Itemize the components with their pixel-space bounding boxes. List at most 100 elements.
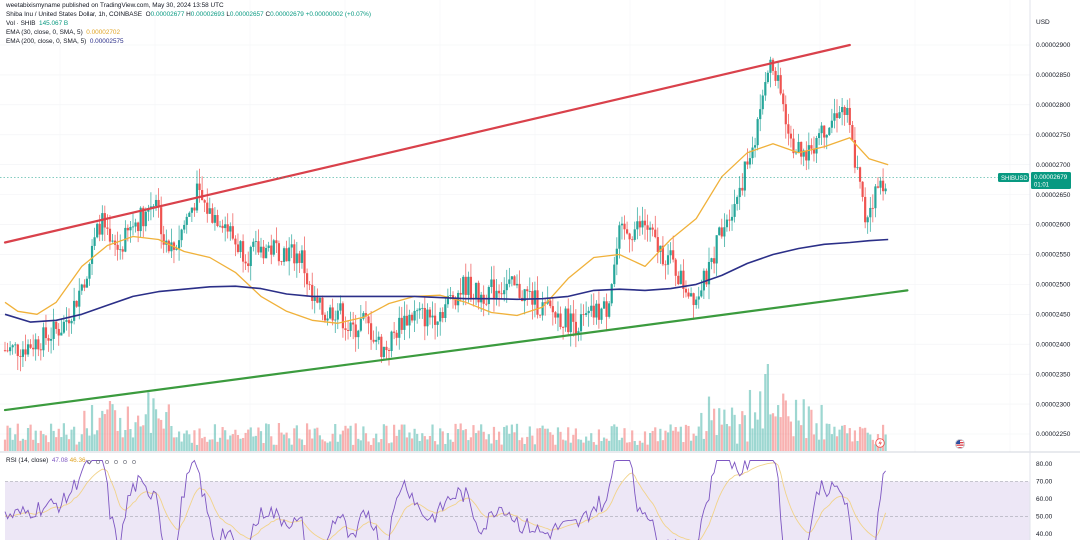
volume-bar <box>769 414 772 451</box>
candle-body <box>47 338 50 341</box>
candle-body <box>689 293 693 297</box>
volume-bar <box>577 439 580 451</box>
volume-bar <box>418 440 421 451</box>
volume-bar <box>615 426 618 451</box>
volume-bar <box>454 423 457 451</box>
symbol-name: Shiba Inu / United States Dollar, 1h, CO… <box>6 11 143 18</box>
candle-body <box>410 314 414 321</box>
last-price-label: 0.00002679 <box>1034 174 1068 181</box>
volume-bar <box>390 442 393 451</box>
volume-bar <box>462 430 465 451</box>
volume-bar <box>649 432 652 451</box>
candle-body <box>446 295 449 305</box>
volume-bar <box>44 435 48 451</box>
volume-bar <box>400 424 403 451</box>
volume-bar <box>285 432 288 451</box>
candle-body <box>231 226 234 239</box>
candle-body <box>733 203 736 217</box>
volume-bar <box>206 441 209 451</box>
volume-bar <box>49 423 53 451</box>
candle-body <box>677 275 680 285</box>
candle-body <box>298 253 301 263</box>
volume-bar <box>221 427 224 451</box>
candle-body <box>807 145 810 161</box>
candle-body <box>259 246 263 253</box>
close-value: 0.00002679 <box>270 11 304 18</box>
volume-bar <box>316 427 319 451</box>
candle-body <box>505 283 508 291</box>
candle-body <box>574 321 577 334</box>
candle-body <box>510 276 513 280</box>
candle-body <box>403 315 406 330</box>
candle-body <box>206 202 209 214</box>
candle-body <box>538 314 542 316</box>
candle-body <box>736 197 739 204</box>
ema200-legend[interactable]: EMA (200, close, 0, SMA, 5) 0.00002575 <box>6 38 124 45</box>
lightning-icon[interactable] <box>875 438 885 448</box>
candle-body <box>713 258 716 264</box>
pane-settings-icons[interactable] <box>87 460 136 464</box>
candle-body <box>226 224 229 232</box>
volume-bar <box>98 417 101 451</box>
candle-body <box>121 249 124 252</box>
flag-icon[interactable] <box>955 439 965 449</box>
rsi-legend[interactable]: RSI (14, close) 47.08 46.36 <box>6 457 86 464</box>
volume-bar <box>231 434 234 451</box>
volume-bar <box>367 441 370 451</box>
candle-body <box>638 221 641 228</box>
volume-bar <box>34 430 37 451</box>
volume-bar <box>864 427 867 451</box>
volume-bar <box>449 439 452 451</box>
candle-body <box>300 250 304 263</box>
volume-bar <box>528 426 531 451</box>
price-pane[interactable] <box>0 0 1030 452</box>
candle-body <box>705 270 708 285</box>
candle-body <box>659 245 662 253</box>
volume-bar <box>37 443 40 451</box>
candle-body <box>16 344 19 356</box>
volume-bar <box>687 425 690 451</box>
volume-bar <box>641 442 644 451</box>
volume-bar <box>393 424 396 451</box>
candle-body <box>400 317 403 330</box>
candle-body <box>423 307 426 327</box>
support-trendline[interactable] <box>3 289 909 412</box>
volume-bar <box>395 435 398 451</box>
candle-body <box>431 315 434 318</box>
volume-bar <box>270 436 273 451</box>
volume-bar <box>741 411 744 451</box>
volume-bar <box>439 428 442 451</box>
candle-body <box>236 244 240 253</box>
volume-bar <box>398 429 401 451</box>
candle-body <box>454 299 457 306</box>
ema30-legend[interactable]: EMA (30, close, 0, SMA, 5) 0.00002702 <box>6 29 120 36</box>
rsi-pane[interactable] <box>4 459 1030 540</box>
volume-bar <box>65 434 68 451</box>
symbol-legend[interactable]: Shiba Inu / United States Dollar, 1h, CO… <box>6 11 371 18</box>
volume-bar <box>288 438 291 451</box>
volume-bar <box>116 430 119 451</box>
volume-legend[interactable]: Vol · SHIB 145.067 B <box>6 20 68 27</box>
candle-body <box>487 287 490 305</box>
candle-body <box>344 328 347 331</box>
candle-body <box>692 293 695 306</box>
volume-bar <box>789 421 793 451</box>
candle-body <box>198 183 201 191</box>
volume-bar <box>526 436 529 451</box>
volume-bar <box>866 432 869 451</box>
volume-bar <box>165 412 168 451</box>
candle-body <box>666 255 670 265</box>
price-axis[interactable]: USD 0.00002900 0.00002850 0.00002800 0.0000… <box>998 0 1071 540</box>
volume-bar <box>259 431 263 451</box>
candle-body <box>800 141 803 157</box>
candle-body <box>126 227 129 231</box>
volume-bar <box>265 423 268 451</box>
volume-bar <box>39 430 42 451</box>
publisher-note: weetabixismyname published on TradingVie… <box>6 2 224 9</box>
volume-bar <box>364 433 368 451</box>
resistance-trendline[interactable] <box>3 43 851 244</box>
volume-bar <box>229 435 232 451</box>
volume-bar <box>198 428 201 451</box>
volume-bar <box>55 437 58 451</box>
